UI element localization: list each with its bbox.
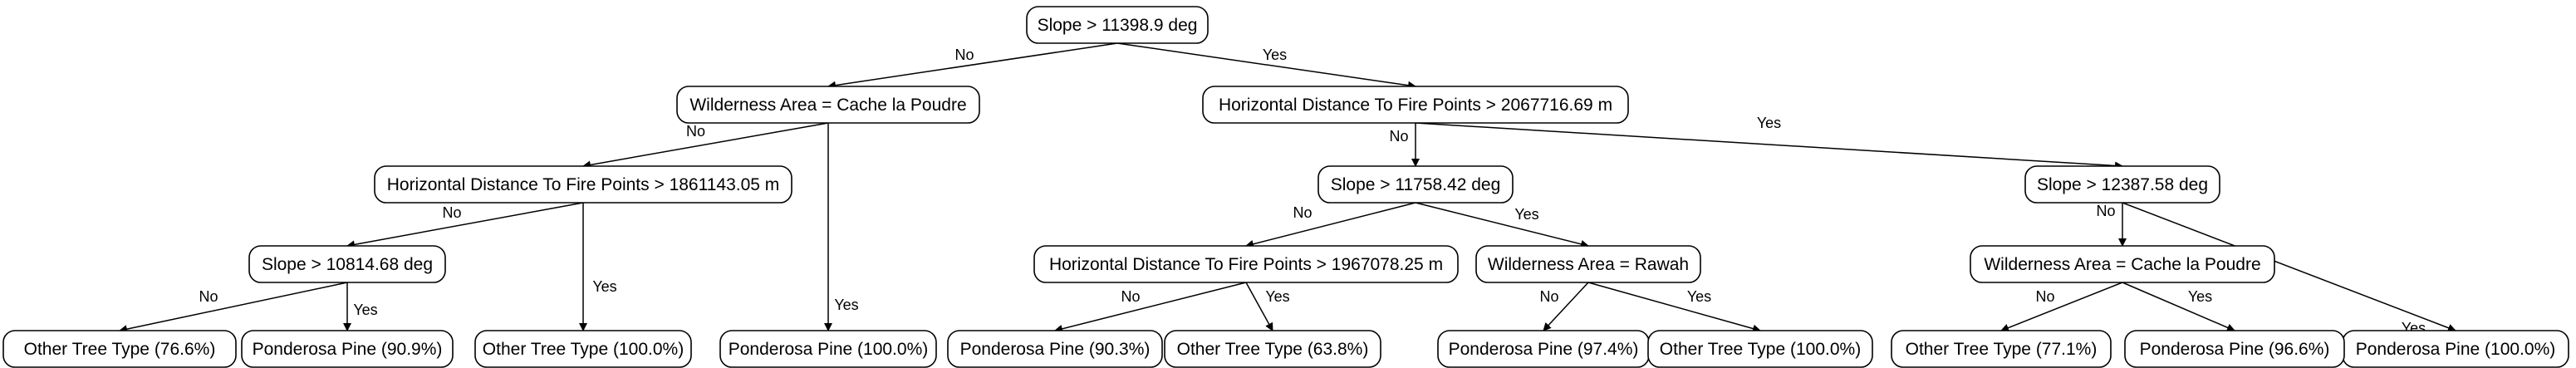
tree-node-n15: Ponderosa Pine (97.4%) <box>1437 330 1650 368</box>
tree-node-n11: Horizontal Distance To Fire Points > 196… <box>1033 245 1459 283</box>
node-label: Ponderosa Pine (100.0%) <box>2356 340 2556 359</box>
node-box <box>1164 330 1381 368</box>
edge-label-no: No <box>1293 204 1312 221</box>
edge-label-no: No <box>2035 288 2054 305</box>
edge-label-yes: Yes <box>1514 206 1538 223</box>
node-box <box>1891 330 2112 368</box>
node-box <box>1202 86 1629 124</box>
node-label: Other Tree Type (100.0%) <box>483 340 684 359</box>
node-label: Ponderosa Pine (97.4%) <box>1449 340 1639 359</box>
edge-n0-n2 <box>1116 42 1416 90</box>
node-label: Wilderness Area = Cache la Poudre <box>689 96 966 115</box>
node-box <box>474 330 692 368</box>
node-box <box>1970 245 2275 283</box>
node-label: Slope > 10814.68 deg <box>262 255 433 274</box>
node-box <box>248 245 446 283</box>
node-label: Horizontal Distance To Fire Points > 206… <box>1219 96 1612 115</box>
edge-n2-n10 <box>1415 122 2123 170</box>
node-box <box>676 86 980 124</box>
node-label: Ponderosa Pine (96.6%) <box>2140 340 2330 359</box>
edge-label-yes: Yes <box>1265 288 1289 305</box>
node-label: Ponderosa Pine (90.9%) <box>253 340 443 359</box>
edge-label-no: No <box>954 47 974 63</box>
edge-label-yes: Yes <box>834 297 858 313</box>
tree-node-n16: Other Tree Type (100.0%) <box>1647 330 1873 368</box>
edge-n11-n14 <box>1245 282 1273 331</box>
tree-node-n4: Ponderosa Pine (100.0%) <box>719 330 937 368</box>
edge-label-yes: Yes <box>353 302 377 318</box>
node-label: Horizontal Distance To Fire Points > 186… <box>387 175 780 194</box>
edge-label-yes: Yes <box>1757 115 1781 131</box>
edge-label-yes: Yes <box>592 278 616 295</box>
edge-n17-n19 <box>2000 282 2123 332</box>
edge-n17-n20 <box>2122 282 2235 332</box>
edge-label-yes: Yes <box>2188 288 2212 305</box>
node-label: Other Tree Type (76.6%) <box>24 340 216 359</box>
node-box <box>1475 245 1701 283</box>
node-label: Wilderness Area = Cache la Poudre <box>1984 255 2260 274</box>
node-label: Ponderosa Pine (90.3%) <box>960 340 1151 359</box>
node-label: Slope > 11758.42 deg <box>1331 175 1501 194</box>
edge-label-no: No <box>686 123 705 140</box>
node-label: Ponderosa Pine (100.0%) <box>729 340 929 359</box>
tree-node-n0: Slope > 11398.9 deg <box>1026 6 1209 44</box>
tree-node-n1: Wilderness Area = Cache la Poudre <box>676 86 980 124</box>
tree-node-n14: Other Tree Type (63.8%) <box>1164 330 1381 368</box>
edge-n1-n3 <box>582 122 829 169</box>
node-layer: Slope > 11398.9 deg Wilderness Area = Cac… <box>2 6 2569 368</box>
edge-label-no: No <box>2096 203 2115 219</box>
node-box <box>1033 245 1459 283</box>
edge-label-no: No <box>199 288 218 305</box>
node-label: Other Tree Type (100.0%) <box>1660 340 1861 359</box>
edge-label-yes: Yes <box>1263 47 1287 63</box>
tree-node-n20: Ponderosa Pine (96.6%) <box>2124 330 2345 368</box>
edge-label-no: No <box>1539 288 1558 305</box>
node-box <box>947 330 1163 368</box>
tree-node-n12: Wilderness Area = Rawah <box>1475 245 1701 283</box>
node-label: Other Tree Type (77.1%) <box>1906 340 2098 359</box>
node-box <box>1026 6 1209 44</box>
node-box <box>374 165 792 204</box>
node-box <box>241 330 454 368</box>
edge-label-no: No <box>442 204 461 221</box>
node-box <box>2124 330 2345 368</box>
edge-label-no: No <box>1389 128 1408 145</box>
tree-node-n3: Horizontal Distance To Fire Points > 186… <box>374 165 792 204</box>
node-box <box>1647 330 1873 368</box>
tree-node-n8: Ponderosa Pine (90.9%) <box>241 330 454 368</box>
tree-node-n9: Slope > 11758.42 deg <box>1317 165 1514 204</box>
edge-n9-n12 <box>1415 202 1589 248</box>
node-label: Wilderness Area = Rawah <box>1488 255 1689 274</box>
node-box <box>719 330 937 368</box>
tree-node-n2: Horizontal Distance To Fire Points > 206… <box>1202 86 1629 124</box>
node-label: Slope > 11398.9 deg <box>1038 16 1198 35</box>
edge-label-yes: Yes <box>1687 288 1711 305</box>
tree-node-n6: Other Tree Type (100.0%) <box>474 330 692 368</box>
edge-layer: No Yes No Yes No Yes No Yes No Yes No Yes No Yes No Yes… <box>119 42 2456 336</box>
node-label: Slope > 12387.58 deg <box>2037 175 2208 194</box>
node-label: Horizontal Distance To Fire Points > 196… <box>1049 255 1443 274</box>
tree-node-n18: Ponderosa Pine (100.0%) <box>2342 330 2569 368</box>
node-box <box>2024 165 2220 204</box>
node-box <box>2 330 237 368</box>
node-box <box>1317 165 1514 204</box>
edge-n5-n7 <box>119 282 348 334</box>
edge-n10-n18 <box>2122 202 2456 332</box>
tree-node-n17: Wilderness Area = Cache la Poudre <box>1970 245 2275 283</box>
tree-node-n5: Slope > 10814.68 deg <box>248 245 446 283</box>
tree-node-n13: Ponderosa Pine (90.3%) <box>947 330 1163 368</box>
edge-n12-n15 <box>1543 282 1589 331</box>
tree-node-n7: Other Tree Type (76.6%) <box>2 330 237 368</box>
edge-n11-n13 <box>1054 282 1247 333</box>
edge-n12-n16 <box>1587 282 1761 333</box>
edge-n3-n5 <box>346 202 584 249</box>
tree-node-n10: Slope > 12387.58 deg <box>2024 165 2220 204</box>
edge-n9-n11 <box>1245 202 1416 248</box>
tree-node-n19: Other Tree Type (77.1%) <box>1891 330 2112 368</box>
node-label: Other Tree Type (63.8%) <box>1177 340 1369 359</box>
edge-n0-n1 <box>827 42 1118 90</box>
edge-label-no: No <box>1121 288 1140 305</box>
